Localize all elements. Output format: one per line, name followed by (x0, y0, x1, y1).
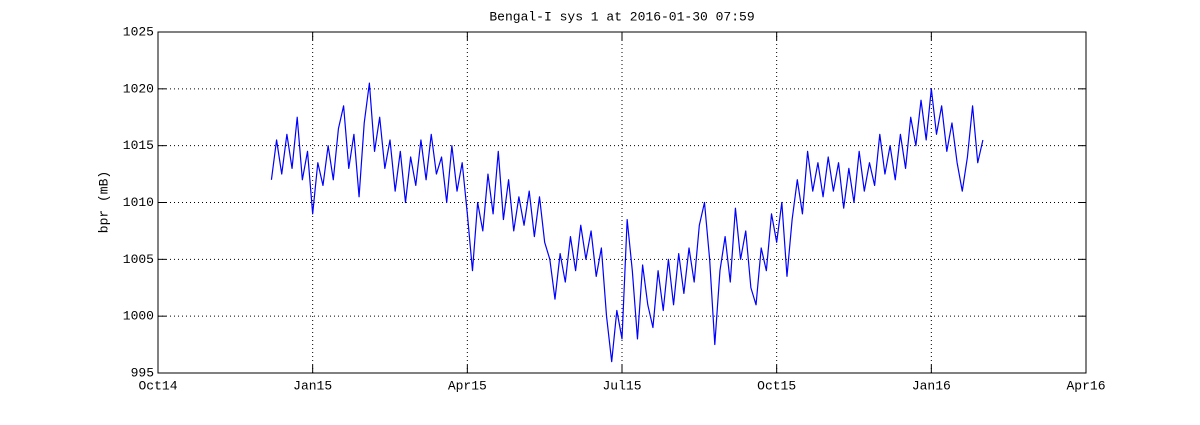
y-tick-label: 1020 (123, 81, 154, 96)
plot-frame (157, 31, 1087, 374)
x-tick-label: Oct15 (757, 378, 796, 393)
data-line (270, 82, 984, 363)
y-tick-label: 1010 (123, 195, 154, 210)
x-tick-label: Apr15 (448, 378, 487, 393)
y-tick-label: 995 (131, 365, 154, 380)
x-tick-label: Apr16 (1066, 378, 1105, 393)
y-tick-label: 1025 (123, 24, 154, 39)
y-axis-label: bpr (mB) (96, 171, 111, 233)
y-tick-label: 1015 (123, 138, 154, 153)
y-tick-label: 1000 (123, 309, 154, 324)
x-tick-label: Oct14 (138, 378, 177, 393)
x-tick-label: Jan15 (293, 378, 332, 393)
y-tick-label: 1005 (123, 252, 154, 267)
chart-title: Bengal-I sys 1 at 2016-01-30 07:59 (489, 9, 754, 24)
x-tick-label: Jan16 (912, 378, 951, 393)
x-tick-label: Jul15 (602, 378, 641, 393)
